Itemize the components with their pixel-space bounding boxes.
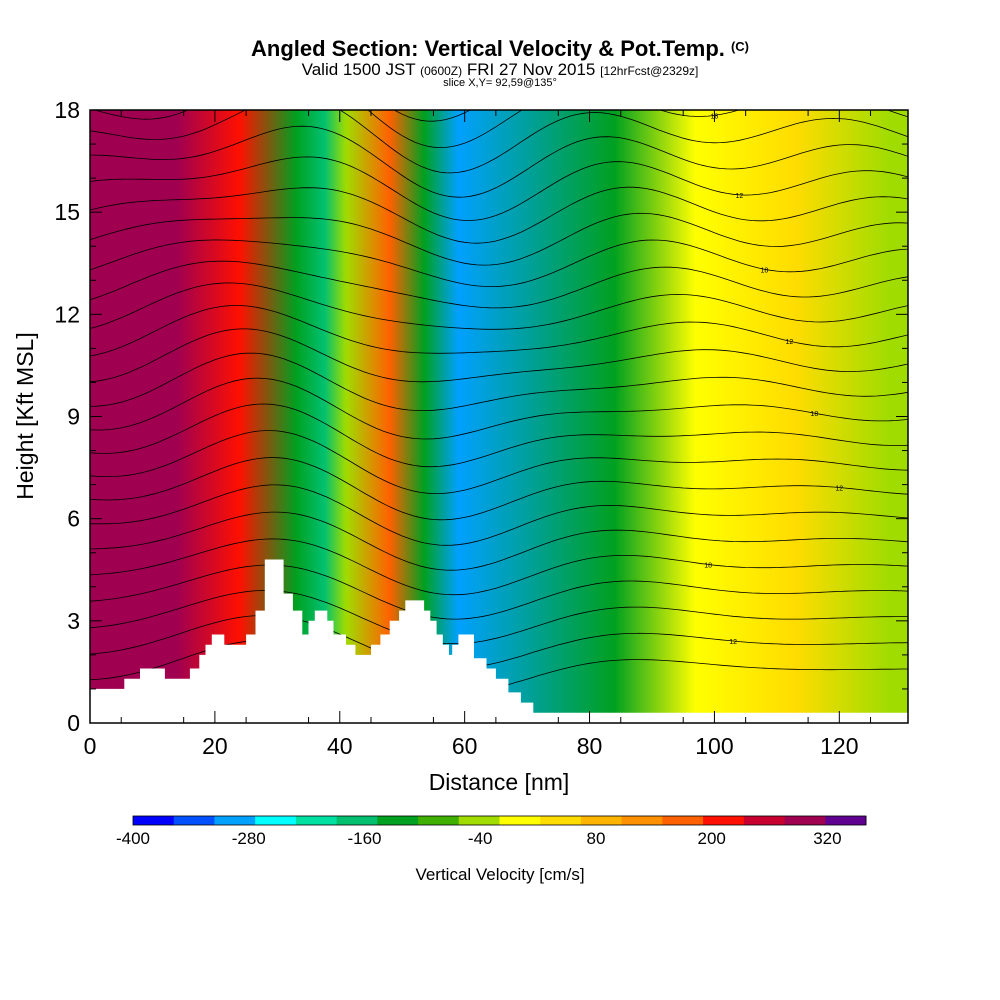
colorbar-swatch <box>621 816 663 825</box>
x-tick-label: 20 <box>202 733 228 759</box>
y-tick-label: 9 <box>67 404 80 430</box>
colorbar-swatch <box>662 816 704 825</box>
theta-contour-line <box>90 564 908 620</box>
theta-contour-label: 12 <box>785 339 793 346</box>
valid-date: FRI 27 Nov 2015 <box>466 60 596 79</box>
colorbar-swatch <box>743 816 786 825</box>
theta-contour-line <box>90 403 908 468</box>
y-tick-label: 6 <box>67 506 80 532</box>
theta-contour-line <box>90 305 908 357</box>
colorbar-swatch <box>703 816 745 825</box>
colorbar-tick-label: -160 <box>347 829 381 848</box>
theta-contour-line <box>90 239 908 287</box>
theta-contour-line <box>90 110 908 174</box>
colorbar-swatch <box>580 816 623 825</box>
colorbar-swatch <box>173 816 215 825</box>
theta-contour-line <box>90 212 908 266</box>
theta-contour-line <box>90 484 908 546</box>
colorbar-swatch <box>133 816 175 825</box>
colorbar-swatch <box>458 816 500 825</box>
valid-prefix: Valid 1500 JST <box>301 60 416 79</box>
x-tick-label: 120 <box>820 733 858 759</box>
colorbar-swatch <box>255 816 297 825</box>
colorbar-tick-label: 80 <box>586 829 605 848</box>
theta-contour-line <box>90 156 908 221</box>
colorbar-swatch <box>295 816 338 825</box>
theta-contour-label: 12 <box>736 193 744 200</box>
colorbar-swatch <box>499 816 541 825</box>
y-tick-label: 0 <box>67 710 80 736</box>
theta-contour-label: 18 <box>704 562 712 569</box>
theta-contour-line <box>93 110 908 149</box>
colorbar-tick-label: 320 <box>813 829 841 848</box>
colorbar-outline <box>132 815 867 826</box>
y-tick-label: 3 <box>67 608 80 634</box>
theta-contour-line <box>90 430 908 494</box>
colorbar-swatch <box>784 816 826 825</box>
x-tick-label: 0 <box>84 733 97 759</box>
theta-contour-label: 12 <box>835 486 843 493</box>
colorbar: -400 -280 -160 -40 80 200 320 <box>116 815 867 848</box>
y-axis-label: Height [Kft MSL] <box>12 332 38 499</box>
theta-contours: 1218121812181218 <box>90 110 908 695</box>
theta-contour-label: 12 <box>729 639 737 646</box>
chart-title: Angled Section: Vertical Velocity & Pot.… <box>0 36 1000 62</box>
theta-contour-line <box>90 377 908 440</box>
theta-contour-line <box>90 511 908 571</box>
x-tick-label: 80 <box>577 733 603 759</box>
theta-contour-line <box>90 538 908 596</box>
colorbar-swatch <box>214 816 256 825</box>
x-axis-label: Distance [nm] <box>429 769 570 795</box>
theta-contour-line <box>90 614 908 670</box>
x-tick-label: 60 <box>452 733 478 759</box>
theta-contour-line <box>90 590 908 645</box>
valid-utc: (0600Z) <box>420 64 463 78</box>
theta-contour-line <box>90 328 908 383</box>
theta-contour-line <box>90 260 908 309</box>
axes: 0 20 40 60 80 100 120 0 3 6 9 12 15 18 <box>54 97 908 759</box>
colorbar-swatch <box>825 816 867 825</box>
chart-title-text: Angled Section: Vertical Velocity & Pot.… <box>251 36 725 61</box>
colorbar-swatch <box>540 816 582 825</box>
x-tick-label: 40 <box>327 733 353 759</box>
colorbar-swatch <box>418 816 460 825</box>
x-tick-label: 100 <box>695 733 733 759</box>
colorbar-tick-label: -280 <box>232 829 266 848</box>
colorbar-tick-label: 200 <box>697 829 725 848</box>
slice-info: slice X,Y= 92,59@135° <box>443 77 557 89</box>
theta-contour-label: 18 <box>810 411 818 418</box>
colorbar-label: Vertical Velocity [cm/s] <box>415 865 584 884</box>
theta-contour-line <box>90 125 908 198</box>
theta-contour-line <box>90 186 908 244</box>
y-tick-label: 18 <box>54 97 80 123</box>
y-tick-label: 12 <box>54 301 80 327</box>
terrain-profile <box>90 559 908 723</box>
colorbar-tick-label: -40 <box>468 829 493 848</box>
theta-contour-line <box>90 352 908 411</box>
colorbar-swatch <box>336 816 378 825</box>
y-tick-label: 15 <box>54 199 80 225</box>
plot-area: 1218121812181218 <box>90 110 908 723</box>
forecast-info: [12hrFcst@2329z] <box>600 64 699 78</box>
colorbar-tick-label: -400 <box>116 829 150 848</box>
chart-title-unit: (C) <box>730 39 749 54</box>
theta-contour-line <box>90 457 908 521</box>
theta-contour-label: 18 <box>760 267 768 274</box>
theta-contour-line <box>90 282 908 330</box>
colorbar-swatch <box>377 816 419 825</box>
valid-time: Valid 1500 JST (0600Z) FRI 27 Nov 2015 [… <box>0 60 1000 80</box>
vertical-velocity-field <box>90 110 908 723</box>
